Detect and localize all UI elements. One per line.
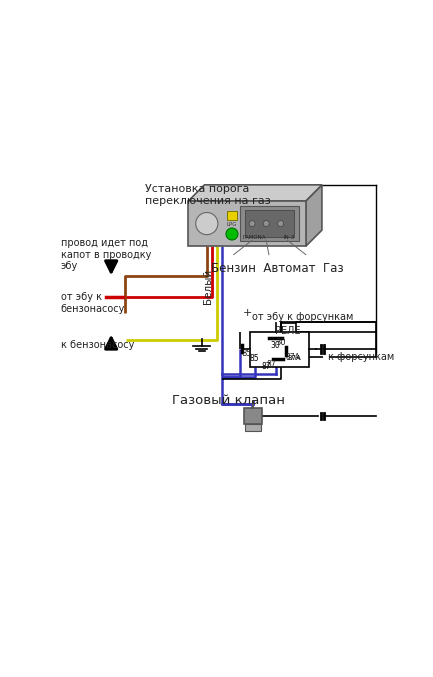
Bar [244,408,262,424]
Text: Установка порога
переключения на газ: Установка порога переключения на газ [145,184,271,206]
Polygon shape [306,185,322,246]
Text: 30: 30 [271,341,281,350]
Text: от эбу к форсункам: от эбу к форсункам [252,312,353,322]
Bar [227,211,237,221]
Text: Белый: Белый [204,269,213,304]
Text: к бензонасосу: к бензонасосу [61,341,134,350]
Text: 85: 85 [249,354,259,363]
Text: 87: 87 [261,362,271,371]
Text: 87: 87 [266,360,276,369]
Text: от эбу к
бензонасосу: от эбу к бензонасосу [61,292,125,314]
Text: LPG: LPG [227,222,237,227]
Bar [188,201,306,246]
Text: 30: 30 [275,338,286,347]
Bar [245,424,261,431]
Text: провод идет под
капот в проводку
эбу: провод идет под капот в проводку эбу [61,238,151,271]
Text: 85: 85 [242,349,252,358]
Text: IN-3: IN-3 [284,235,294,240]
Text: к форсункам: к форсункам [328,352,394,362]
Text: +: + [242,308,252,318]
Polygon shape [188,185,322,201]
Circle shape [226,228,238,240]
Bar [250,332,309,367]
Text: Бензин  Автомат  Газ: Бензин Автомат Газ [211,261,344,275]
Circle shape [263,221,269,227]
Text: Газовый клапан: Газовый клапан [172,394,285,407]
Circle shape [278,221,284,227]
Circle shape [249,221,255,227]
Text: РЕЛЕ: РЕЛЕ [275,326,300,336]
Text: ΓAMONA: ΓAMONA [242,235,265,240]
Text: 87А: 87А [288,355,301,362]
Text: 87А: 87А [285,353,300,362]
Circle shape [196,213,218,235]
Bar [245,210,294,237]
Bar [240,206,299,241]
